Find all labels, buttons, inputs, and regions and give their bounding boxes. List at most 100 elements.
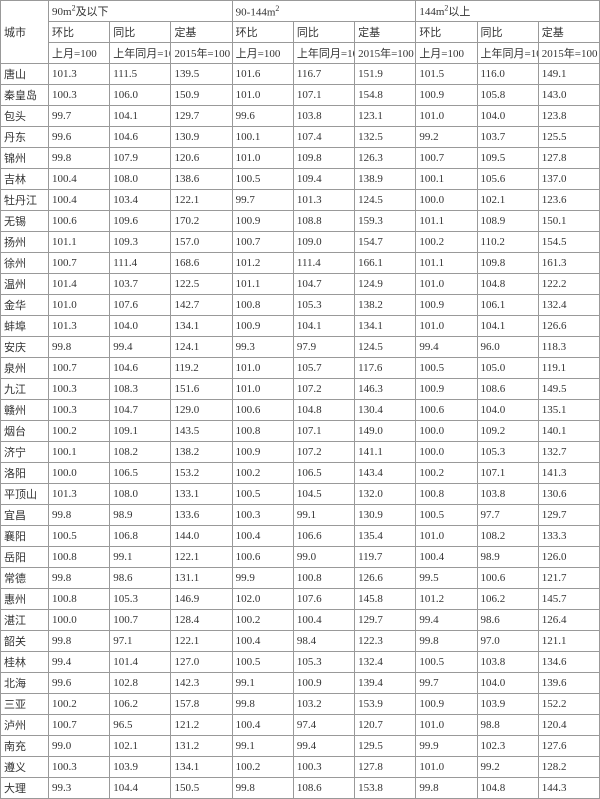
- value-cell: 100.2: [49, 694, 110, 715]
- value-cell: 109.5: [477, 148, 538, 169]
- value-cell: 97.0: [477, 631, 538, 652]
- value-cell: 101.2: [416, 589, 477, 610]
- value-cell: 170.2: [171, 211, 232, 232]
- header2-mom-2: 上月=100: [416, 43, 477, 64]
- city-cell: 吉林: [1, 169, 49, 190]
- value-cell: 99.4: [49, 652, 110, 673]
- table-row: 南充99.0102.1131.299.199.4129.599.9102.312…: [1, 736, 600, 757]
- value-cell: 100.1: [416, 169, 477, 190]
- value-cell: 100.8: [293, 568, 354, 589]
- value-cell: 100.8: [232, 421, 293, 442]
- value-cell: 132.0: [355, 484, 416, 505]
- value-cell: 99.7: [232, 190, 293, 211]
- value-cell: 99.0: [293, 547, 354, 568]
- value-cell: 137.0: [538, 169, 599, 190]
- value-cell: 99.2: [477, 757, 538, 778]
- value-cell: 149.0: [355, 421, 416, 442]
- value-cell: 100.4: [232, 526, 293, 547]
- value-cell: 151.9: [355, 64, 416, 85]
- city-cell: 宜昌: [1, 505, 49, 526]
- value-cell: 138.2: [355, 295, 416, 316]
- value-cell: 100.2: [49, 421, 110, 442]
- value-cell: 127.6: [538, 736, 599, 757]
- value-cell: 105.6: [477, 169, 538, 190]
- value-cell: 143.5: [171, 421, 232, 442]
- value-cell: 100.5: [232, 484, 293, 505]
- value-cell: 104.0: [477, 673, 538, 694]
- value-cell: 104.7: [110, 400, 171, 421]
- value-cell: 129.0: [171, 400, 232, 421]
- value-cell: 103.8: [293, 106, 354, 127]
- value-cell: 103.9: [110, 757, 171, 778]
- value-cell: 103.4: [110, 190, 171, 211]
- value-cell: 134.1: [355, 316, 416, 337]
- value-cell: 125.5: [538, 127, 599, 148]
- value-cell: 99.1: [293, 505, 354, 526]
- value-cell: 153.8: [355, 778, 416, 799]
- value-cell: 101.2: [232, 253, 293, 274]
- header-mom-0: 环比: [49, 22, 110, 43]
- table-row: 济宁100.1108.2138.2100.9107.2141.1100.0105…: [1, 442, 600, 463]
- value-cell: 124.1: [171, 337, 232, 358]
- value-cell: 107.2: [293, 442, 354, 463]
- value-cell: 100.5: [416, 358, 477, 379]
- value-cell: 100.5: [416, 652, 477, 673]
- value-cell: 122.5: [171, 274, 232, 295]
- value-cell: 99.3: [232, 337, 293, 358]
- value-cell: 97.1: [110, 631, 171, 652]
- value-cell: 99.3: [49, 778, 110, 799]
- city-cell: 遵义: [1, 757, 49, 778]
- header-group-1: 90-144m2: [232, 1, 416, 22]
- value-cell: 168.6: [171, 253, 232, 274]
- value-cell: 124.9: [355, 274, 416, 295]
- value-cell: 105.3: [477, 442, 538, 463]
- value-cell: 107.1: [477, 463, 538, 484]
- table-row: 吉林100.4108.0138.6100.5109.4138.9100.1105…: [1, 169, 600, 190]
- value-cell: 140.1: [538, 421, 599, 442]
- value-cell: 107.6: [293, 589, 354, 610]
- value-cell: 101.0: [416, 274, 477, 295]
- value-cell: 153.9: [355, 694, 416, 715]
- value-cell: 100.8: [416, 484, 477, 505]
- value-cell: 98.6: [477, 610, 538, 631]
- value-cell: 106.8: [110, 526, 171, 547]
- city-cell: 包头: [1, 106, 49, 127]
- city-cell: 济宁: [1, 442, 49, 463]
- value-cell: 101.1: [416, 211, 477, 232]
- value-cell: 104.0: [477, 106, 538, 127]
- value-cell: 100.3: [232, 505, 293, 526]
- value-cell: 142.7: [171, 295, 232, 316]
- table-row: 泉州100.7104.6119.2101.0105.7117.6100.5105…: [1, 358, 600, 379]
- table-row: 襄阳100.5106.8144.0100.4106.6135.4101.0108…: [1, 526, 600, 547]
- city-cell: 安庆: [1, 337, 49, 358]
- city-cell: 泸州: [1, 715, 49, 736]
- value-cell: 104.8: [477, 778, 538, 799]
- value-cell: 166.1: [355, 253, 416, 274]
- value-cell: 100.2: [416, 463, 477, 484]
- value-cell: 100.0: [416, 442, 477, 463]
- value-cell: 120.6: [171, 148, 232, 169]
- value-cell: 100.9: [293, 673, 354, 694]
- city-cell: 平顶山: [1, 484, 49, 505]
- value-cell: 100.5: [232, 652, 293, 673]
- table-row: 大理99.3104.4150.599.8108.6153.899.8104.81…: [1, 778, 600, 799]
- value-cell: 99.8: [49, 568, 110, 589]
- value-cell: 99.8: [232, 694, 293, 715]
- value-cell: 100.9: [232, 316, 293, 337]
- housing-price-index-table: 城市 90m2及以下 90-144m2 144m2以上 环比 同比 定基 环比 …: [0, 0, 600, 799]
- value-cell: 154.7: [355, 232, 416, 253]
- city-cell: 蚌埠: [1, 316, 49, 337]
- value-cell: 117.6: [355, 358, 416, 379]
- value-cell: 108.6: [477, 379, 538, 400]
- value-cell: 120.4: [538, 715, 599, 736]
- value-cell: 145.8: [355, 589, 416, 610]
- value-cell: 98.6: [110, 568, 171, 589]
- value-cell: 141.3: [538, 463, 599, 484]
- value-cell: 99.6: [232, 106, 293, 127]
- value-cell: 116.0: [477, 64, 538, 85]
- value-cell: 103.9: [477, 694, 538, 715]
- value-cell: 161.3: [538, 253, 599, 274]
- value-cell: 103.2: [293, 694, 354, 715]
- value-cell: 127.8: [355, 757, 416, 778]
- value-cell: 100.9: [416, 85, 477, 106]
